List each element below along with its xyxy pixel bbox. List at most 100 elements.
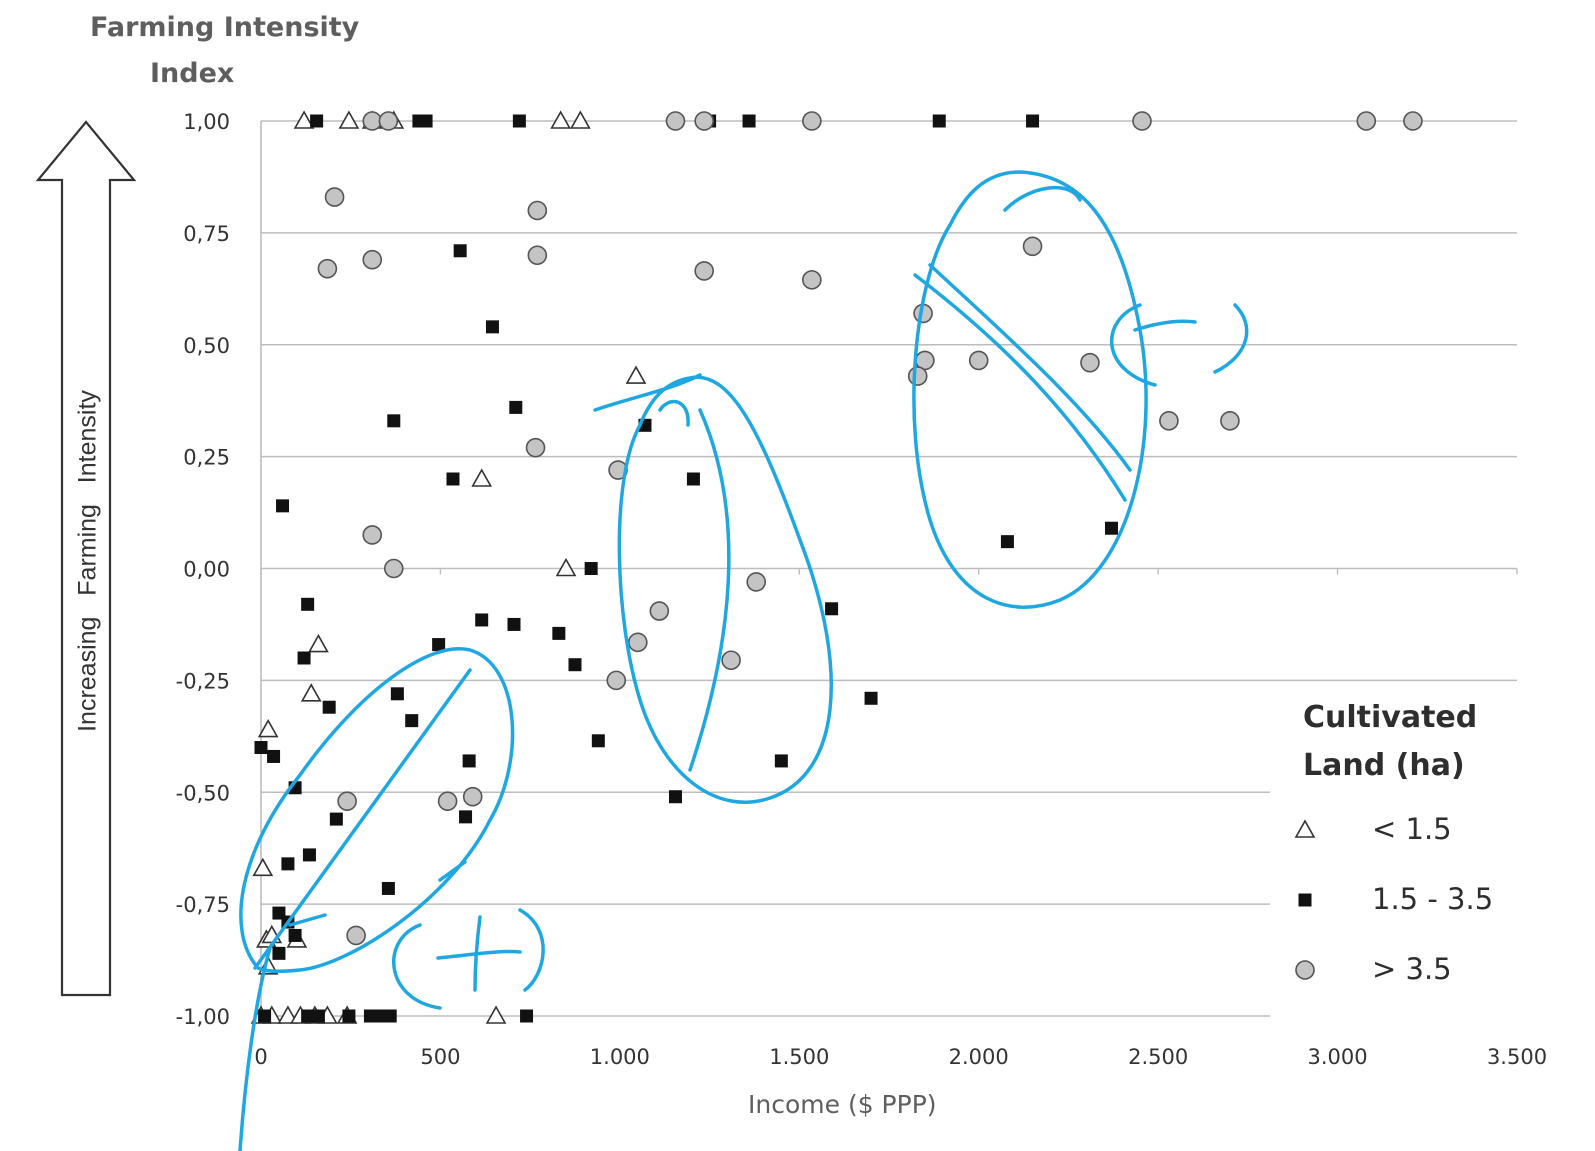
point-square-7 xyxy=(1026,114,1040,128)
point-circle-28 xyxy=(649,601,670,621)
point-circle-3 xyxy=(694,111,714,131)
annotation-plus-vertical xyxy=(473,915,482,992)
legend-label-medium: 1.5 - 3.5 xyxy=(1372,882,1494,916)
point-square-46 xyxy=(272,946,286,960)
gridlines xyxy=(261,120,1517,1017)
point-square-34 xyxy=(462,754,476,768)
point-circle-11 xyxy=(317,258,338,279)
y-tick-label-6: -0,50 xyxy=(176,781,230,805)
point-square-20 xyxy=(825,602,839,616)
point-triangle-4 xyxy=(550,110,572,129)
hand-drawn-annotations xyxy=(238,170,1249,1151)
point-square-10 xyxy=(509,400,523,414)
annotation-slash-low-3 xyxy=(438,860,467,882)
point-circle-20 xyxy=(907,366,928,386)
point-square-45 xyxy=(288,928,302,942)
up-arrow-icon xyxy=(35,120,137,997)
point-square-15 xyxy=(276,499,290,513)
point-square-33 xyxy=(267,749,281,763)
point-square-29 xyxy=(322,700,336,714)
point-square-49 xyxy=(311,1009,325,1023)
annotation-hook-mid xyxy=(658,399,690,427)
annotation-ellipse-high xyxy=(912,170,1148,609)
point-square-26 xyxy=(568,658,582,672)
point-square-19 xyxy=(301,597,315,611)
point-circle-8 xyxy=(324,187,345,207)
point-circle-34 xyxy=(462,786,483,807)
x-tick-label-0: 0 xyxy=(254,1045,267,1069)
point-square-40 xyxy=(302,848,316,862)
annotation-diagonal-1 xyxy=(928,263,1132,472)
point-square-31 xyxy=(591,734,605,748)
y-tick-label-8: -1,00 xyxy=(176,1005,230,1029)
point-circle-9 xyxy=(527,200,548,221)
point-square-39 xyxy=(459,810,473,824)
annotation-slash-mid xyxy=(593,373,702,412)
point-circle-1 xyxy=(378,111,399,131)
point-square-3 xyxy=(512,114,526,128)
y-tick-label-0: 1,00 xyxy=(183,110,230,134)
increasing-intensity-arrow xyxy=(35,120,137,997)
point-square-2 xyxy=(419,114,433,128)
x-tick-label-7: 3.500 xyxy=(1487,1045,1547,1069)
x-tick-label-1: 500 xyxy=(420,1045,460,1069)
point-circle-5 xyxy=(1132,111,1152,131)
point-square-0 xyxy=(310,114,324,128)
point-circle-15 xyxy=(802,270,822,290)
point-triangle-8 xyxy=(555,557,577,577)
point-square-16 xyxy=(1104,521,1118,535)
data-points xyxy=(250,110,1423,1024)
annotation-curve-mid xyxy=(688,408,731,772)
point-square-9 xyxy=(485,320,499,334)
point-triangle-12 xyxy=(252,857,274,877)
point-square-23 xyxy=(552,626,566,640)
y-tick-label-1: 0,75 xyxy=(183,222,230,246)
point-square-18 xyxy=(584,562,598,575)
annotation-minus-paren-right xyxy=(1213,303,1249,374)
point-circle-31 xyxy=(606,670,627,691)
annotation-plus-horizontal xyxy=(436,949,522,960)
point-square-27 xyxy=(864,691,878,705)
legend-title-line-1: Cultivated xyxy=(1303,700,1478,735)
point-circle-27 xyxy=(746,572,767,592)
point-square-51 xyxy=(363,1009,377,1023)
point-square-14 xyxy=(686,472,700,486)
annotation-ellipse-low xyxy=(239,647,515,974)
y-tick-labels: 1,00 0,75 0,50 0,25 0,00 -0,25 -0,50 -0,75 -1,00 xyxy=(176,110,230,1029)
point-circle-33 xyxy=(437,791,458,812)
point-triangle-24 xyxy=(485,1005,507,1024)
x-tick-label-3: 1.500 xyxy=(769,1045,829,1069)
point-circle-32 xyxy=(337,791,357,812)
x-axis-title: Income ($ PPP) xyxy=(748,1090,937,1119)
x-tick-label-4: 2.000 xyxy=(949,1045,1009,1069)
annotation-slash-low xyxy=(253,668,472,970)
point-circle-10 xyxy=(1022,236,1043,257)
y-tick-label-3: 0,25 xyxy=(183,446,230,470)
point-square-47 xyxy=(258,1009,272,1023)
point-triangle-6 xyxy=(625,365,647,384)
annotation-hook-high xyxy=(1003,185,1082,212)
point-square-21 xyxy=(475,613,489,627)
legend-title-line-2: Land (ha) xyxy=(1303,748,1465,783)
legend-markers xyxy=(1294,819,1316,980)
legend-marker-triangle xyxy=(1294,819,1316,838)
x-tick-labels: 0 500 1.000 1.500 2.000 2.500 3.000 3.500 xyxy=(254,1045,1547,1069)
point-square-37 xyxy=(668,790,682,804)
point-triangle-19 xyxy=(277,1005,299,1024)
point-square-50 xyxy=(342,1009,356,1023)
annotation-diagonal-2 xyxy=(913,273,1127,502)
y-axis-title-line-2: Index xyxy=(150,58,235,89)
annotation-tick-low xyxy=(238,946,272,1151)
point-circle-2 xyxy=(665,111,686,131)
point-circle-21 xyxy=(1159,411,1179,431)
annotation-plus-paren-left xyxy=(392,923,442,1010)
point-triangle-9 xyxy=(308,633,329,653)
point-circle-19 xyxy=(1080,352,1100,373)
point-square-17 xyxy=(1000,535,1014,549)
point-circle-25 xyxy=(362,525,383,545)
point-square-13 xyxy=(446,472,460,486)
annotation-ellipse-mid xyxy=(617,375,833,804)
point-circle-7 xyxy=(1403,111,1423,131)
point-square-25 xyxy=(297,651,311,665)
